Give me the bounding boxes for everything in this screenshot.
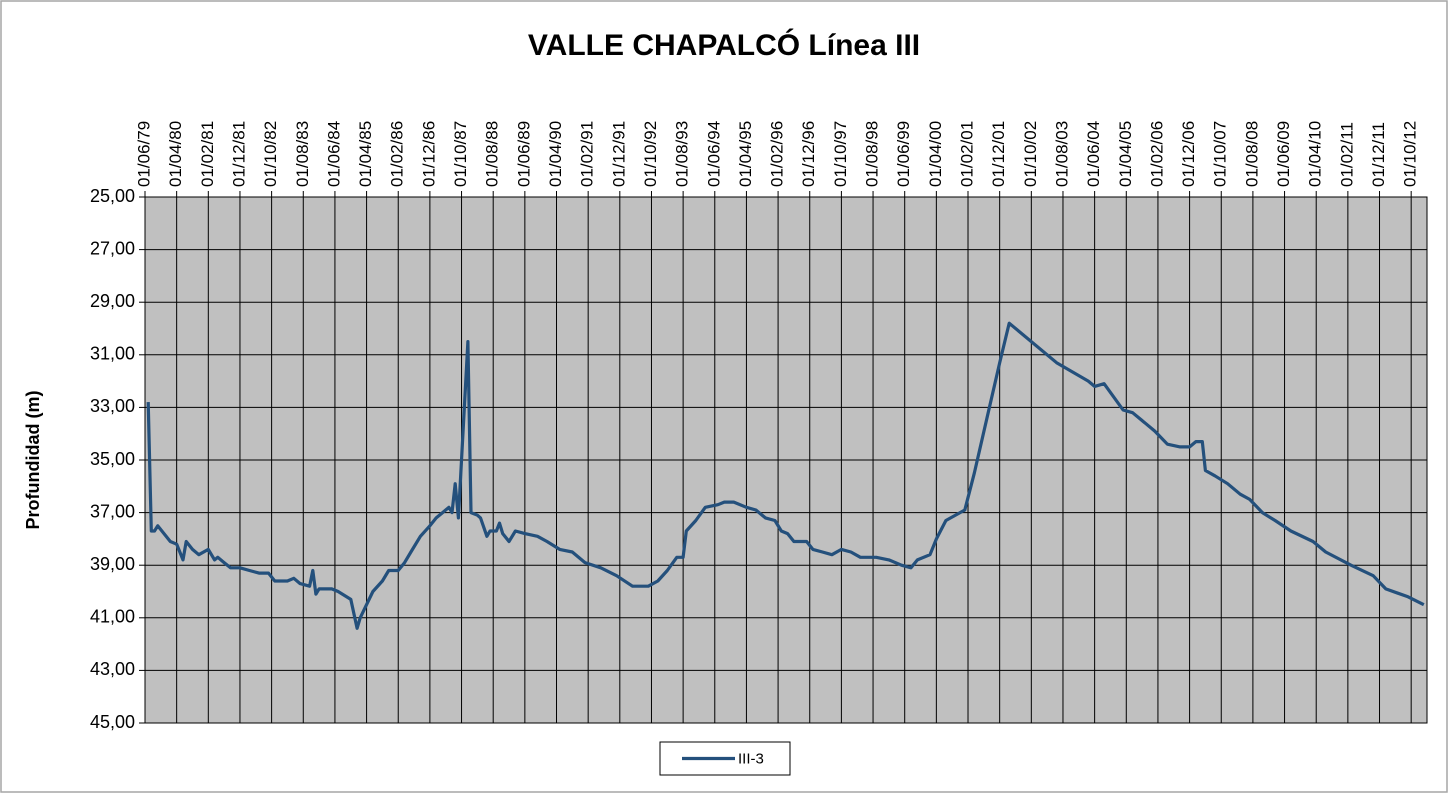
x-tick-label: 01/12/11 [1369,122,1388,187]
x-tick-label: 01/12/96 [799,121,818,187]
y-tick-label: 35,00 [90,449,135,469]
plot-frame [144,196,1428,724]
x-tick-label: 01/06/84 [324,121,343,187]
x-tick-label: 01/06/94 [704,121,723,187]
x-tick-label: 01/04/80 [166,121,185,187]
x-tick-label: 01/08/08 [1242,121,1261,187]
x-tick-label: 01/04/05 [1116,121,1135,187]
y-tick-label: 43,00 [90,659,135,679]
x-tick-label: 01/04/85 [356,121,375,187]
x-tick-label: 01/02/86 [388,121,407,187]
x-tick-label: 01/08/93 [673,121,692,187]
y-tick-label: 37,00 [90,501,135,521]
x-tick-label: 01/02/01 [957,121,976,187]
y-tick-label: 41,00 [90,607,135,627]
y-tick-label: 31,00 [90,344,135,364]
x-tick-label: 01/08/88 [483,121,502,187]
x-tick-label: 01/10/87 [451,121,470,187]
x-tick-label: 01/06/89 [514,121,533,187]
x-tick-label: 01/04/95 [736,121,755,187]
data-line [146,321,1425,630]
x-tick-label: 01/10/12 [1401,121,1420,187]
y-tick-label: 25,00 [90,186,135,206]
x-tick-label: 01/12/81 [229,121,248,187]
x-tick-label: 01/12/91 [609,121,628,187]
y-axis-label: Profundidad (m) [23,391,43,530]
y-tick-label: 39,00 [90,554,135,574]
x-tick-label: 01/02/91 [578,121,597,187]
x-tick-label: 01/04/90 [546,121,565,187]
x-tick-label: 01/04/10 [1306,121,1325,187]
x-tick-label: 01/10/02 [1021,121,1040,187]
x-tick-label: 01/08/83 [293,121,312,187]
x-tick-label: 01/12/01 [989,121,1008,187]
y-tick-label: 45,00 [90,712,135,732]
x-tick-label: 01/08/98 [863,121,882,187]
x-tick-label: 01/12/86 [419,121,438,187]
x-tick-label: 01/12/06 [1179,121,1198,187]
x-tick-label: 01/04/00 [926,121,945,187]
x-tick-label: 01/02/81 [198,121,217,187]
x-tick-label: 01/02/11 [1337,122,1356,187]
x-tick-label: 01/08/03 [1052,121,1071,187]
x-tick-label: 01/10/82 [261,121,280,187]
legend-label: III-3 [738,750,764,767]
x-tick-label: 01/10/07 [1211,121,1230,187]
x-tick-label: 01/10/92 [641,121,660,187]
x-tick-label: 01/02/06 [1147,121,1166,187]
x-tick-label: 01/10/97 [831,121,850,187]
chart-title: VALLE CHAPALCÓ Línea III [528,28,920,62]
x-tick-label: 01/02/96 [768,121,787,187]
x-tick-label: 01/06/09 [1274,121,1293,187]
x-tick-label: 01/06/79 [134,121,153,187]
y-tick-label: 27,00 [90,238,135,258]
x-tick-label: 01/06/04 [1084,121,1103,187]
y-tick-label: 33,00 [90,396,135,416]
y-tick-label: 29,00 [90,291,135,311]
x-tick-label: 01/06/99 [894,121,913,187]
